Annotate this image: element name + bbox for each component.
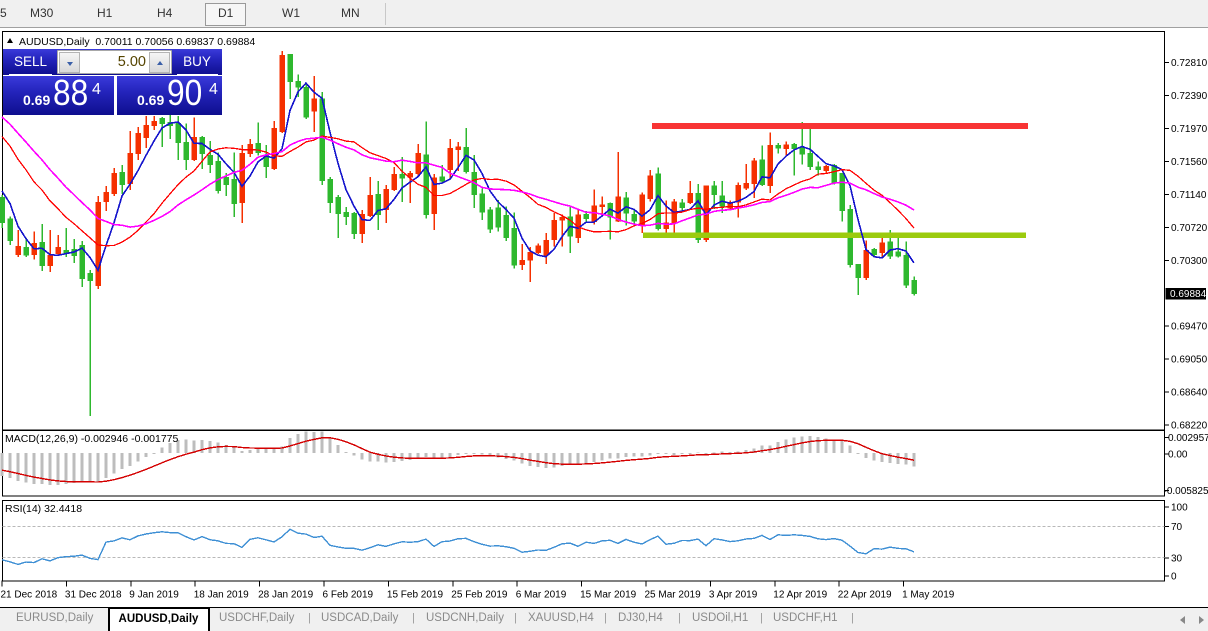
svg-text:0.69050: 0.69050 — [1171, 355, 1208, 366]
svg-text:0.71970: 0.71970 — [1171, 124, 1208, 135]
svg-text:0: 0 — [1171, 572, 1177, 583]
svg-text:-0.005825: -0.005825 — [1164, 486, 1208, 497]
svg-text:6 Feb 2019: 6 Feb 2019 — [323, 590, 374, 601]
svg-text:0.002957: 0.002957 — [1168, 433, 1208, 444]
svg-text:25 Feb 2019: 25 Feb 2019 — [451, 590, 508, 601]
svg-text:0.00: 0.00 — [1168, 449, 1188, 460]
svg-text:0.68640: 0.68640 — [1171, 388, 1208, 399]
svg-text:0.72390: 0.72390 — [1171, 91, 1208, 102]
svg-text:100: 100 — [1171, 502, 1188, 513]
svg-text:15 Mar 2019: 15 Mar 2019 — [580, 590, 637, 601]
svg-text:0.71560: 0.71560 — [1171, 157, 1208, 168]
svg-text:9 Jan 2019: 9 Jan 2019 — [129, 590, 179, 601]
svg-text:0.72810: 0.72810 — [1171, 58, 1208, 69]
svg-text:70: 70 — [1171, 522, 1183, 533]
svg-text:21 Dec 2018: 21 Dec 2018 — [1, 590, 58, 601]
svg-text:0.70720: 0.70720 — [1171, 223, 1208, 234]
svg-text:0.69470: 0.69470 — [1171, 322, 1208, 333]
svg-text:0.71140: 0.71140 — [1171, 190, 1207, 201]
svg-text:1 May 2019: 1 May 2019 — [902, 590, 955, 601]
svg-text:0.70300: 0.70300 — [1171, 256, 1208, 267]
svg-text:12 Apr 2019: 12 Apr 2019 — [773, 590, 827, 601]
svg-text:31 Dec 2018: 31 Dec 2018 — [65, 590, 122, 601]
svg-text:25 Mar 2019: 25 Mar 2019 — [645, 590, 702, 601]
svg-text:22 Apr 2019: 22 Apr 2019 — [838, 590, 892, 601]
svg-text:28 Jan 2019: 28 Jan 2019 — [258, 590, 313, 601]
svg-text:6 Mar 2019: 6 Mar 2019 — [516, 590, 567, 601]
svg-text:0.68220: 0.68220 — [1171, 421, 1208, 432]
svg-text:0.69884: 0.69884 — [1170, 289, 1207, 300]
svg-text:3 Apr 2019: 3 Apr 2019 — [709, 590, 758, 601]
svg-text:15 Feb 2019: 15 Feb 2019 — [387, 590, 444, 601]
svg-text:30: 30 — [1171, 554, 1183, 565]
svg-text:18 Jan 2019: 18 Jan 2019 — [194, 590, 249, 601]
